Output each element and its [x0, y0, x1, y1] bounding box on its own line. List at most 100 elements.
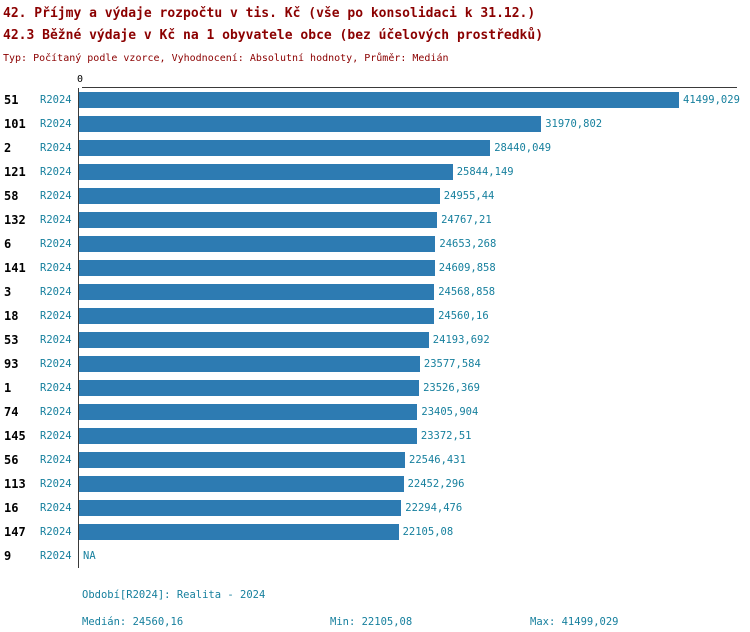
rank-label: 121: [4, 165, 26, 179]
rank-label: 145: [4, 429, 26, 443]
value-label: 41499,029: [683, 94, 740, 106]
bar: [79, 188, 440, 204]
rank-label: 18: [4, 309, 19, 323]
rank-label: 147: [4, 525, 26, 539]
rank-label: 1: [4, 381, 12, 395]
period-label: R2024: [40, 166, 72, 178]
value-label: 23577,584: [423, 358, 481, 370]
period-label: R2024: [40, 310, 72, 322]
rank-label: 9: [4, 549, 12, 563]
bar: [79, 428, 417, 444]
bar-cell: 23372,51: [78, 424, 750, 448]
bar-cell: 24193,692: [78, 328, 750, 352]
value-label: 24653,268: [439, 238, 497, 250]
bar-cell: 25844,149: [78, 160, 750, 184]
bar-cell: 23577,584: [78, 352, 750, 376]
bar: [79, 284, 435, 300]
value-label: 23526,369: [423, 382, 480, 394]
period-label: R2024: [40, 334, 72, 346]
rank-label: 93: [4, 357, 19, 371]
bar-cell: 24609,858: [78, 256, 750, 280]
bar-cell: 41499,029: [78, 88, 750, 112]
period-label: R2024: [40, 478, 72, 490]
rank-label: 6: [4, 237, 12, 251]
period-label: R2024: [40, 142, 72, 154]
value-label: 22294,476: [405, 502, 463, 514]
x-axis-origin-label: 0: [77, 74, 84, 85]
value-label: 24560,16: [438, 310, 489, 322]
chart-row: 147 R2024 22105,08: [0, 520, 750, 544]
bar: [79, 380, 420, 396]
bar-cell: 24568,858: [78, 280, 750, 304]
chart-row: 9 R2024 NA: [0, 544, 750, 568]
chart-footer: Období[R2024]: Realita - 2024 Medián: 24…: [82, 589, 750, 628]
max-stat: Max: 41499,029: [530, 616, 619, 628]
value-label: 31970,802: [545, 118, 603, 130]
rank-label: 132: [4, 213, 26, 227]
bar-cell: 31970,802: [78, 112, 750, 136]
period-label: R2024: [40, 238, 72, 250]
period-label: R2024: [40, 190, 72, 202]
chart-row: 18 R2024 24560,16: [0, 304, 750, 328]
chart-row: 51 R2024 41499,029: [0, 88, 750, 112]
bar: [79, 92, 679, 108]
min-stat: Min: 22105,08: [330, 616, 413, 628]
chart-row: 2 R2024 28440,049: [0, 136, 750, 160]
chart-row: 6 R2024 24653,268: [0, 232, 750, 256]
bar-cell: 24653,268: [78, 232, 750, 256]
period-label: R2024: [40, 358, 72, 370]
bar: [79, 236, 436, 252]
period-label: R2024: [40, 94, 72, 106]
bar-cell: 22546,431: [78, 448, 750, 472]
chart-title-line2: 42.3 Běžné výdaje v Kč na 1 obyvatele ob…: [3, 28, 544, 43]
period-label: R2024: [40, 382, 72, 394]
bar: [79, 404, 418, 420]
chart-row: 145 R2024 23372,51: [0, 424, 750, 448]
rank-label: 113: [4, 477, 26, 491]
bar-chart: 0 51 R2024 41499,029 101 R2024 31970,802 2 R202…: [0, 72, 750, 568]
chart-row: 1 R2024 23526,369: [0, 376, 750, 400]
chart-title-line1: 42. Příjmy a výdaje rozpočtu v tis. Kč (…: [3, 6, 536, 21]
bar: [79, 260, 435, 276]
chart-row: 121 R2024 25844,149: [0, 160, 750, 184]
chart-row: 141 R2024 24609,858: [0, 256, 750, 280]
value-label: 24955,44: [443, 190, 495, 202]
period-label: R2024: [40, 550, 72, 562]
rank-label: 141: [4, 261, 26, 275]
period-info: Období[R2024]: Realita - 2024: [82, 589, 266, 601]
chart-row: 56 R2024 22546,431: [0, 448, 750, 472]
rank-label: 53: [4, 333, 19, 347]
bar-cell: 24560,16: [78, 304, 750, 328]
bar: [79, 332, 429, 348]
value-label: 22452,296: [407, 478, 465, 490]
value-label: 24767,21: [441, 214, 492, 226]
value-label: 25844,149: [456, 166, 514, 178]
bar: [79, 476, 404, 492]
bar: [79, 524, 399, 540]
value-label: 28440,049: [494, 142, 552, 154]
chart-row: 101 R2024 31970,802: [0, 112, 750, 136]
period-label: R2024: [40, 526, 72, 538]
bar-cell: 22105,08: [78, 520, 750, 544]
value-label: 24193,692: [432, 334, 490, 346]
period-label: R2024: [40, 502, 72, 514]
chart-row: 3 R2024 24568,858: [0, 280, 750, 304]
value-label: 24568,858: [438, 286, 496, 298]
bar-cell: 24767,21: [78, 208, 750, 232]
bar-cell: 28440,049: [78, 136, 750, 160]
bar: [79, 116, 542, 132]
rank-label: 58: [4, 189, 19, 203]
bar: [79, 140, 491, 156]
period-label: R2024: [40, 118, 72, 130]
bar-cell: 23526,369: [78, 376, 750, 400]
x-axis-line: [82, 87, 737, 88]
bar: [79, 212, 438, 228]
value-label: 24609,858: [438, 262, 496, 274]
bar: [79, 308, 435, 324]
rank-label: 56: [4, 453, 19, 467]
bar-cell: NA: [78, 544, 750, 568]
stats-line: Medián: 24560,16 Min: 22105,08 Max: 4149…: [82, 616, 750, 628]
bar: [79, 500, 402, 516]
value-label: 22105,08: [402, 526, 454, 538]
period-label: R2024: [40, 406, 72, 418]
